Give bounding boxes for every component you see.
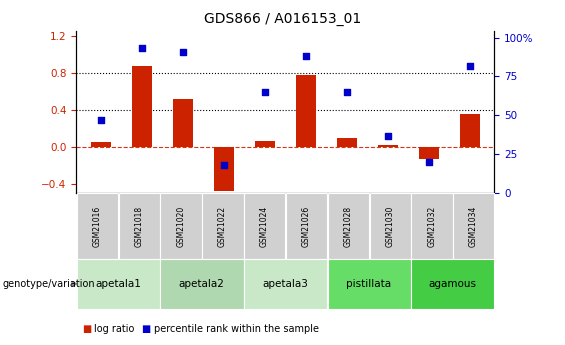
Point — [342, 89, 351, 95]
Text: ■: ■ — [82, 325, 91, 334]
Text: GSM21028: GSM21028 — [344, 205, 353, 247]
Point — [465, 63, 474, 68]
Bar — [459, 115, 480, 147]
Point — [383, 133, 392, 138]
Bar — [377, 145, 398, 147]
Text: GSM21020: GSM21020 — [176, 205, 185, 247]
Text: pistillata: pistillata — [346, 279, 392, 289]
Text: GSM21018: GSM21018 — [134, 205, 144, 247]
Text: log ratio: log ratio — [94, 325, 134, 334]
Text: percentile rank within the sample: percentile rank within the sample — [154, 325, 319, 334]
Text: GDS866 / A016153_01: GDS866 / A016153_01 — [204, 12, 361, 26]
Text: GSM21016: GSM21016 — [93, 205, 102, 247]
Bar — [337, 138, 357, 147]
Text: genotype/variation: genotype/variation — [3, 279, 95, 289]
Text: GSM21034: GSM21034 — [469, 205, 478, 247]
Text: ■: ■ — [141, 325, 150, 334]
Point — [97, 117, 106, 123]
Text: GSM21026: GSM21026 — [302, 205, 311, 247]
Point — [219, 162, 228, 168]
Bar — [90, 142, 111, 147]
Bar — [295, 75, 316, 147]
Bar — [255, 141, 275, 147]
Text: GSM21024: GSM21024 — [260, 205, 269, 247]
Bar — [132, 66, 152, 147]
Text: apetala3: apetala3 — [262, 279, 308, 289]
Text: apetala2: apetala2 — [179, 279, 225, 289]
Bar — [172, 99, 193, 147]
Point — [424, 159, 433, 165]
Point — [137, 46, 146, 51]
Point — [260, 89, 270, 95]
Text: apetala1: apetala1 — [95, 279, 141, 289]
Text: agamous: agamous — [429, 279, 476, 289]
Bar — [214, 147, 234, 191]
Bar — [419, 147, 439, 159]
Text: GSM21030: GSM21030 — [385, 205, 394, 247]
Point — [301, 53, 310, 59]
Text: GSM21032: GSM21032 — [427, 205, 436, 247]
Point — [179, 49, 188, 54]
Text: GSM21022: GSM21022 — [218, 205, 227, 247]
